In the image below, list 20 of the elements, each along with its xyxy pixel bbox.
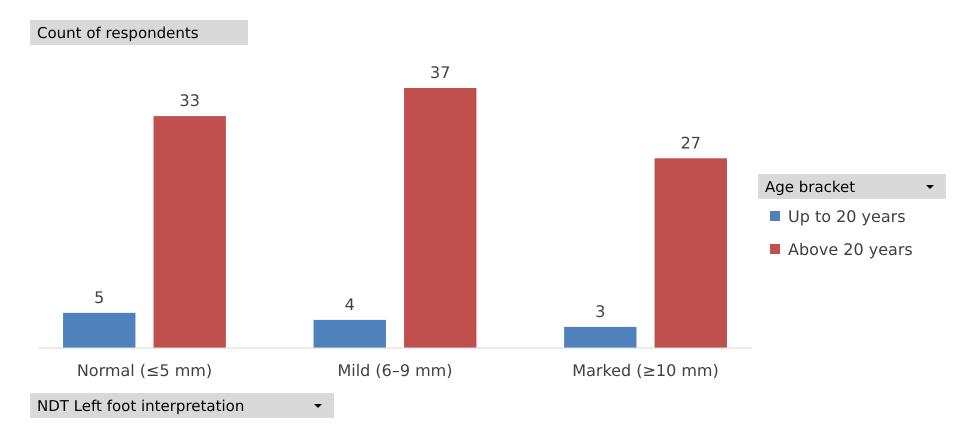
data-label: 3 xyxy=(595,302,606,321)
bar xyxy=(314,320,386,348)
data-label: 33 xyxy=(180,91,200,110)
legend-label: Above 20 years xyxy=(788,240,913,259)
data-label: 37 xyxy=(430,63,450,82)
bar xyxy=(404,88,476,348)
bar xyxy=(63,312,136,348)
bar xyxy=(654,158,727,348)
bar xyxy=(154,116,226,348)
data-label: 27 xyxy=(680,133,701,152)
legend-label: Up to 20 years xyxy=(788,207,906,226)
data-label: 5 xyxy=(94,288,104,307)
x-tick-label: Mild (6–9 mm) xyxy=(337,361,453,380)
legend-title: Age bracket xyxy=(765,178,856,196)
bar xyxy=(564,326,636,348)
y-axis-title: Count of respondents xyxy=(37,24,199,42)
x-tick-label: Normal (≤5 mm) xyxy=(76,361,212,380)
x-axis-title: NDT Left foot interpretation xyxy=(37,397,244,415)
x-tick-label: Marked (≥10 mm) xyxy=(572,361,719,380)
data-label: 4 xyxy=(344,294,355,314)
